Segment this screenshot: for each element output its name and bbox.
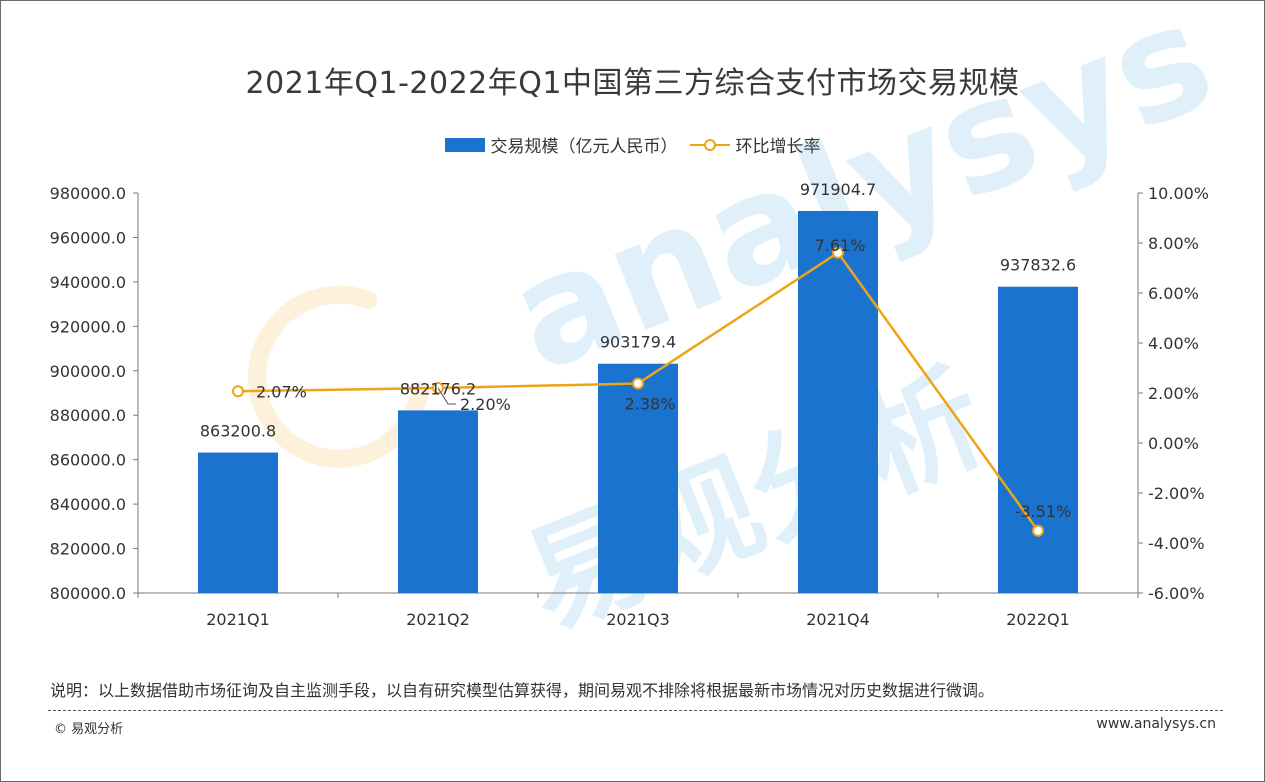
footer-divider [48,710,1223,711]
y-left-tick-label: 820000.0 [50,540,126,559]
axes: 800000.0 820000.0 840000.0 860000.0 880000.0… [50,184,1209,629]
bar [398,410,478,593]
line-point [232,385,244,398]
legend-line-label: 环比增长率 [735,137,821,157]
y-right-tick-label: -6.00% [1148,584,1205,603]
y-right-tick-label: 0.00% [1148,434,1199,453]
line-point [832,246,844,259]
x-tick-label: 2021Q2 [406,610,470,629]
chart-title: 2021年Q1-2022年Q1中国第三方综合支付市场交易规模 [245,66,1020,101]
y-right-tick-label: -2.00% [1148,484,1205,503]
legend-item-line: 环比增长率 [689,132,821,157]
growth-rate-label: 7.61% [815,236,866,255]
legend: 交易规模（亿元人民币） 环比增长率 [0,132,1265,157]
y-left-tick-label: 920000.0 [50,317,126,336]
growth-line [232,246,1044,537]
legend-line-swatch [689,138,730,152]
copyright-text: © 易观分析 [54,722,124,737]
y-left-tick-label: 940000.0 [50,273,126,292]
bar [198,452,278,593]
y-right-tick-label: 8.00% [1148,234,1199,253]
y-right-tick-label: -4.00% [1148,534,1205,553]
bar-value-label: 863200.8 [200,422,276,441]
y-left-tick-label: 800000.0 [50,584,126,603]
data-labels: 863200.8882176.2903179.4971904.7937832.6… [200,180,1076,521]
x-tick-label: 2022Q1 [1006,610,1070,629]
growth-rate-label: 2.20% [460,395,511,414]
bar-value-label: 971904.7 [800,180,876,199]
bar [998,286,1078,593]
x-tick-label: 2021Q3 [606,610,670,629]
growth-rate-label: 2.07% [256,382,307,401]
legend-item-bar: 交易规模（亿元人民币） [444,132,678,157]
bar-value-label: 937832.6 [1000,256,1076,275]
bar-value-label: 903179.4 [600,333,676,352]
y-right-tick-label: 10.00% [1148,184,1209,203]
footnote: 说明：以上数据借助市场征询及自主监测手段，以自有研究模型估算获得，期间易观不排除… [50,681,995,700]
y-left-tick-label: 960000.0 [50,228,126,247]
bar [598,363,678,593]
y-left-tick-label: 980000.0 [50,184,126,203]
y-left-tick-label: 900000.0 [50,362,126,381]
website-link[interactable]: www.analysys.cn [1096,716,1216,732]
line-point [632,377,644,390]
legend-bar-label: 交易规模（亿元人民币） [490,137,678,157]
x-tick-label: 2021Q4 [806,610,870,629]
bars [198,210,1078,593]
growth-label-leader [437,387,456,405]
bar [798,210,878,593]
y-right-tick-label: 6.00% [1148,284,1199,303]
growth-rate-label: -3.51% [1015,502,1072,521]
y-left-tick-label: 840000.0 [50,495,126,514]
legend-bar-swatch [444,137,485,152]
line-point [1032,524,1044,537]
growth-rate-label: 2.38% [625,395,676,414]
y-right-tick-label: 4.00% [1148,334,1199,353]
y-left-tick-label: 860000.0 [50,451,126,470]
watermark-swoosh [248,285,429,468]
y-left-tick-label: 880000.0 [50,406,126,425]
y-right-tick-label: 2.00% [1148,384,1199,403]
x-tick-label: 2021Q1 [206,610,270,629]
